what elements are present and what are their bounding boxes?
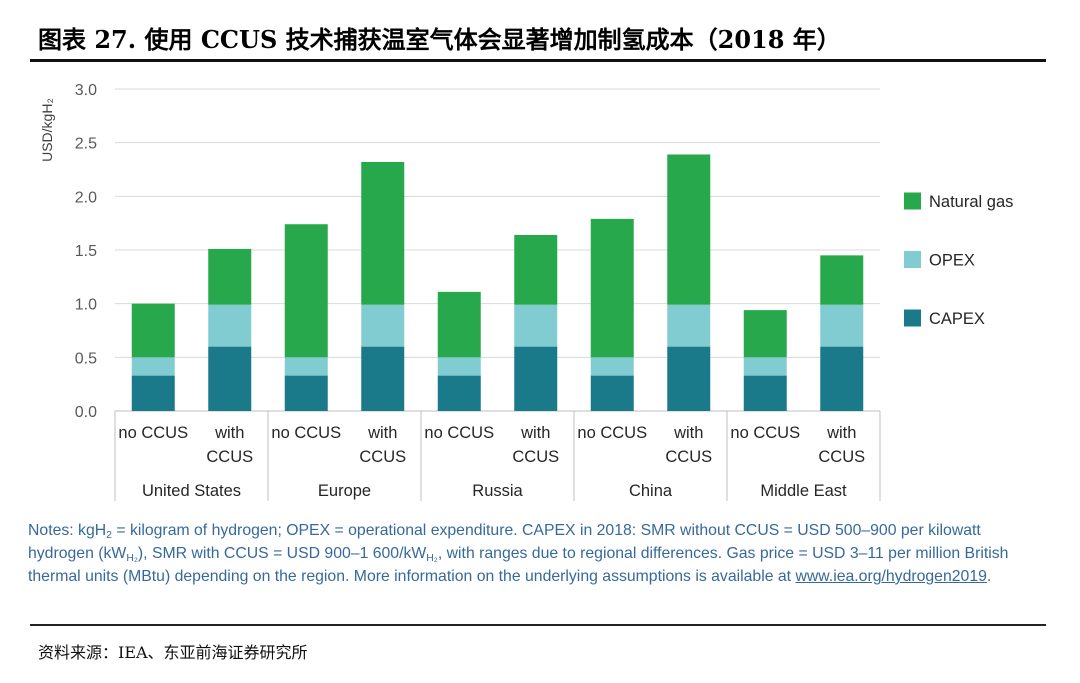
legend-swatch-capex: [904, 309, 921, 327]
x-group-label: United States: [142, 482, 241, 500]
x-category-label: with CCUS: [818, 424, 866, 466]
bar-natural-gas-united-states-no-ccus: [131, 303, 175, 358]
x-category-label: no CCUS: [118, 424, 189, 442]
x-category-label: with CCUS: [512, 424, 560, 466]
bar-opex-united-states-no-ccus: [131, 357, 175, 376]
bar-opex-middle-east-no-ccus: [743, 357, 787, 376]
bar-capex-middle-east-no-ccus: [743, 375, 787, 411]
bar-natural-gas-russia-no-ccus: [437, 291, 481, 358]
x-category-label: no CCUS: [424, 424, 495, 442]
bar-natural-gas-russia-with-ccus: [514, 234, 558, 305]
x-category-label: with CCUS: [665, 424, 713, 466]
notes-text: ), SMR with CCUS = USD 900–1 600/kW: [137, 545, 427, 562]
notes-text: , with ranges due to regional difference…: [28, 545, 1009, 585]
notes-subscript: H₂: [426, 553, 438, 565]
bar-capex-china-with-ccus: [667, 346, 711, 411]
bar-capex-russia-no-ccus: [437, 375, 481, 411]
figure-title: 图表 27. 使用 CCUS 技术捕获温室气体会显著增加制氢成本（2018 年）: [38, 25, 841, 54]
bar-opex-united-states-with-ccus: [208, 304, 252, 347]
bar-capex-europe-no-ccus: [284, 375, 328, 411]
bar-capex-united-states-with-ccus: [208, 346, 252, 411]
bar-natural-gas-china-with-ccus: [667, 154, 711, 305]
legend-label: Natural gas: [929, 193, 1013, 211]
y-tick-label: 2.5: [75, 136, 97, 153]
y-tick-label: 0.5: [75, 350, 97, 367]
x-group-label: Europe: [318, 482, 371, 500]
bar-opex-russia-no-ccus: [437, 357, 481, 376]
notes-text: Notes: kgH: [28, 522, 107, 539]
source-divider: [30, 624, 1046, 626]
x-category-label: with CCUS: [359, 424, 407, 466]
y-tick-label: 3.0: [75, 82, 97, 99]
y-axis-label: USD/kgH₂: [39, 98, 55, 162]
y-tick-label: 0.0: [75, 404, 97, 421]
x-group-label: Middle East: [760, 482, 847, 500]
bar-natural-gas-united-states-with-ccus: [208, 248, 252, 305]
bar-opex-europe-with-ccus: [361, 304, 405, 347]
legend-swatch-opex: [904, 251, 921, 268]
bar-natural-gas-middle-east-no-ccus: [743, 310, 787, 358]
x-group-label: China: [629, 482, 673, 500]
bar-natural-gas-europe-no-ccus: [284, 224, 328, 358]
title-divider: [30, 59, 1046, 62]
y-tick-label: 1.5: [75, 243, 97, 260]
bar-opex-china-with-ccus: [667, 304, 711, 347]
bar-capex-europe-with-ccus: [361, 346, 405, 411]
chart-notes: Notes: kgH2 = kilogram of hydrogen; OPEX…: [28, 519, 1048, 588]
notes-subscript: H₂: [126, 553, 138, 565]
y-tick-label: 2.0: [75, 189, 97, 206]
x-category-label: no CCUS: [577, 424, 648, 442]
legend-label: CAPEX: [929, 310, 985, 328]
bar-capex-united-states-no-ccus: [131, 375, 175, 411]
bar-capex-china-no-ccus: [590, 375, 634, 411]
bar-capex-russia-with-ccus: [514, 346, 558, 411]
notes-text: = kilogram of hydrogen; OPEX = operation…: [28, 522, 981, 562]
legend-swatch-natural-gas: [904, 192, 921, 210]
bar-opex-russia-with-ccus: [514, 304, 558, 347]
bar-natural-gas-china-no-ccus: [590, 218, 634, 358]
bar-natural-gas-middle-east-with-ccus: [820, 255, 864, 305]
notes-link[interactable]: www.iea.org/hydrogen2019: [795, 568, 987, 585]
bar-opex-europe-no-ccus: [284, 357, 328, 376]
notes-subscript: 2: [106, 530, 112, 542]
notes-text: .: [986, 568, 992, 585]
bar-natural-gas-europe-with-ccus: [361, 161, 405, 305]
bar-opex-china-no-ccus: [590, 357, 634, 376]
bar-capex-middle-east-with-ccus: [820, 346, 864, 411]
x-group-label: Russia: [472, 482, 523, 500]
legend-label: OPEX: [929, 252, 975, 270]
bar-opex-middle-east-with-ccus: [820, 304, 864, 347]
y-tick-label: 1.0: [75, 297, 97, 314]
x-category-label: no CCUS: [271, 424, 342, 442]
stacked-bar-chart: 0.0 0.5 1.0 1.5 2.0 2.5 3.0 United States Europe…: [39, 82, 1013, 501]
source-note: 资料来源：IEA、东亚前海证券研究所: [38, 643, 308, 662]
x-category-label: with CCUS: [206, 424, 254, 466]
x-category-label: no CCUS: [730, 424, 801, 442]
